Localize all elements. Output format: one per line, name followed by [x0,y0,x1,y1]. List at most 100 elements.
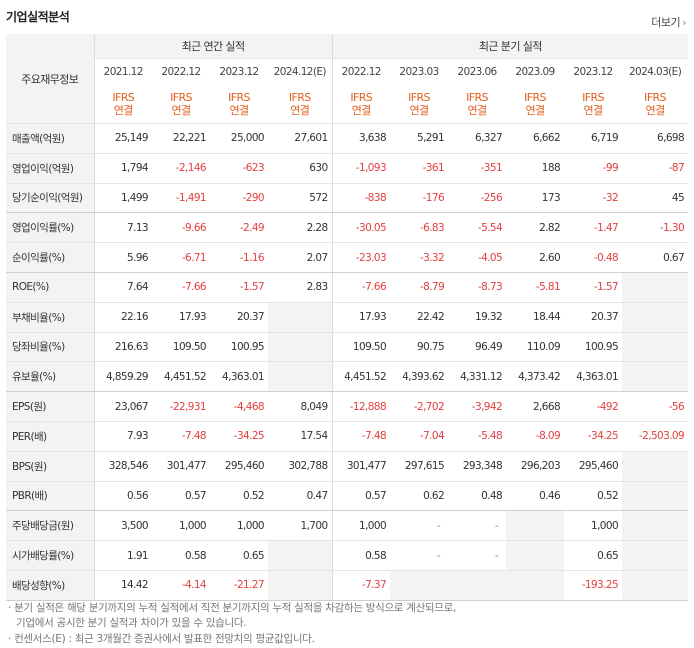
table-cell [622,481,689,512]
table-cell: 25,149 [93,123,152,154]
table-cell: -5.48 [448,421,507,452]
table-cell [268,302,333,333]
table-cell: -1.16 [210,242,268,273]
table-cell: 0.67 [622,242,689,273]
ifrs-badge: IFRS 연결 [622,85,689,124]
table-cell: 0.62 [390,481,449,512]
table-cell: -623 [210,153,268,184]
table-cell: 1,794 [93,153,152,184]
table-cell: 4,331.12 [448,361,507,393]
table-cell [268,361,333,393]
table-cell: 301,477 [331,451,391,482]
row-label: 배당성향(%) [6,570,94,601]
table-row: 순이익률(%) 5.96 -6.71 -1.16 2.07 -23.03 -3.32 -4.0… [6,242,689,273]
table-row: EPS(원) 23,067 -22,931 -4,468 8,049 -12,888 -2,… [6,391,689,422]
table-cell: -193.25 [564,570,623,601]
table-cell: 293,348 [448,451,507,482]
financial-table: 주요재무정보 최근 연간 실적 최근 분기 실적 2021.12 2022.12 2… [6,34,689,601]
ifrs-badge: IFRS 연결 [268,85,333,124]
row-label: PBR(배) [6,481,94,512]
table-cell: 0.57 [152,481,210,512]
group-annual-header: 최근 연간 실적 [93,34,333,59]
table-cell [622,361,689,393]
ifrs-label: IFRS [288,91,311,104]
table-cell: -2,702 [390,391,449,422]
table-cell: 0.52 [210,481,268,512]
consolidated-label: 연결 [583,104,604,117]
table-cell: 297,615 [390,451,449,482]
table-cell: 0.47 [268,481,333,512]
row-label: 매출액(억원) [6,123,94,154]
row-label: 시가배당률(%) [6,540,94,571]
consolidated-label: 연결 [645,104,666,117]
row-label: 당기순이익(억원) [6,183,94,214]
table-cell: 1,000 [331,510,391,542]
table-cell: -8.73 [448,272,507,303]
table-cell: 18.44 [506,302,565,333]
table-cell: 27,601 [268,123,333,154]
table-cell [622,302,689,333]
table-cell: 0.48 [448,481,507,512]
table-cell: -4,468 [210,391,268,422]
table-cell: -23.03 [331,242,391,273]
row-label: ROE(%) [6,272,94,303]
table-cell: 109.50 [152,332,210,363]
table-cell: 7.64 [93,272,152,303]
table-cell [506,540,565,571]
table-cell: 0.58 [152,540,210,571]
table-cell: 5,291 [390,123,449,154]
table-cell: -8.09 [506,421,565,452]
row-label: 영업이익률(%) [6,212,94,244]
more-link[interactable]: 더보기 › [651,14,686,30]
table-cell: -9.66 [152,212,210,244]
row-label: 유보율(%) [6,361,94,393]
table-cell: -2.49 [210,212,268,244]
table-cell: 22.16 [93,302,152,333]
table-cell: -5.54 [448,212,507,244]
chevron-right-icon: › [682,16,686,29]
table-cell: 23,067 [93,391,152,422]
table-cell [268,332,333,363]
table-cell: 5.96 [93,242,152,273]
table-cell: 6,698 [622,123,689,154]
table-cell: 1.91 [93,540,152,571]
table-cell: 14.42 [93,570,152,601]
table-cell: -1.57 [564,272,623,303]
consolidated-label: 연결 [351,104,372,117]
table-cell: -87 [622,153,689,184]
more-label[interactable]: 더보기 [651,16,681,29]
table-cell: 4,451.52 [152,361,210,393]
table-cell: 96.49 [448,332,507,363]
table-cell: - [448,540,507,571]
consolidated-label: 연결 [113,104,134,117]
table-cell: 0.56 [93,481,152,512]
table-cell [622,451,689,482]
table-cell [448,570,507,601]
consolidated-label: 연결 [171,104,191,117]
table-cell: -838 [331,183,391,214]
table-row: BPS(원) 328,546 301,477 295,460 302,788 301,47… [6,451,689,482]
table-cell: -1,491 [152,183,210,214]
table-cell: -56 [622,391,689,422]
table-cell: -7.48 [331,421,391,452]
ifrs-label: IFRS [112,91,135,104]
table-cell: 25,000 [210,123,268,154]
table-cell: -6.71 [152,242,210,273]
table-cell: -34.25 [210,421,268,452]
table-cell: 1,000 [564,510,623,542]
table-cell: 301,477 [152,451,210,482]
table-cell: -1.30 [622,212,689,244]
table-row: 매출액(억원) 25,149 22,221 25,000 27,601 3,638 5,29… [6,123,689,154]
table-cell: 17.54 [268,421,333,452]
table-cell: -7.66 [152,272,210,303]
table-cell: 630 [268,153,333,184]
table-cell: -7.37 [331,570,391,601]
table-cell: -176 [390,183,449,214]
table-row: 당좌비율(%) 216.63 109.50 100.95 109.50 90.75 96.4… [6,332,689,363]
table-cell [506,570,565,601]
table-cell: 2.07 [268,242,333,273]
table-cell: -32 [564,183,623,214]
table-cell [622,332,689,363]
table-cell: 109.50 [331,332,391,363]
table-cell: 1,700 [268,510,333,542]
